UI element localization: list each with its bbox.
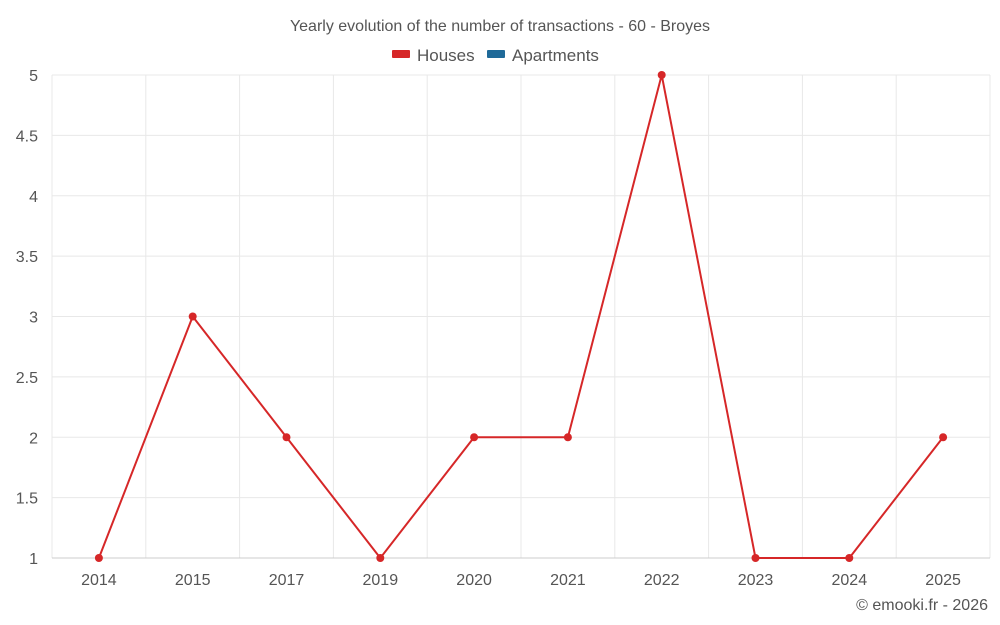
data-point[interactable] [751,554,760,562]
x-tick-label: 2024 [832,572,868,589]
data-point[interactable] [657,71,666,79]
data-point[interactable] [563,433,572,442]
data-point[interactable] [939,433,948,442]
credit-text: © emooki.fr - 2026 [856,597,988,614]
data-point[interactable] [376,554,385,562]
series-line-houses [97,74,944,559]
y-tick-label: 3.5 [16,249,38,266]
chart-title: Yearly evolution of the number of transa… [290,18,710,35]
data-point[interactable] [470,433,479,442]
x-tick-label: 2025 [925,572,961,589]
gridlines [51,74,991,559]
y-axis: 1 1.5 2 2.5 3 3.5 4 4.5 5 [16,68,38,568]
y-tick-label: 2 [29,430,38,447]
legend: Houses Apartments [392,46,599,65]
x-tick-label: 2022 [644,572,680,589]
y-tick-label: 4.5 [16,128,38,145]
y-tick-label: 5 [29,68,38,85]
legend-swatch-apartments [487,50,505,58]
x-tick-label: 2015 [175,572,211,589]
legend-label-houses[interactable]: Houses [417,46,475,65]
x-tick-label: 2019 [363,572,399,589]
x-tick-label: 2021 [550,572,586,589]
x-tick-label: 2020 [456,572,492,589]
data-point[interactable] [188,312,197,321]
series-houses [94,71,948,562]
x-axis: 2014 2015 2017 2019 2020 2021 2022 2023 2024 2025 [52,557,990,589]
y-tick-label: 3 [29,310,38,327]
y-tick-label: 2.5 [16,370,38,387]
legend-label-apartments[interactable]: Apartments [512,46,599,65]
data-point[interactable] [94,554,103,562]
x-tick-label: 2023 [738,572,774,589]
data-point[interactable] [845,554,854,562]
x-tick-label: 2014 [81,572,117,589]
y-tick-label: 4 [29,189,38,206]
data-point[interactable] [282,433,291,442]
x-tick-label: 2017 [269,572,305,589]
legend-swatch-houses [392,50,410,58]
y-tick-label: 1 [29,551,38,568]
y-tick-label: 1.5 [16,491,38,508]
